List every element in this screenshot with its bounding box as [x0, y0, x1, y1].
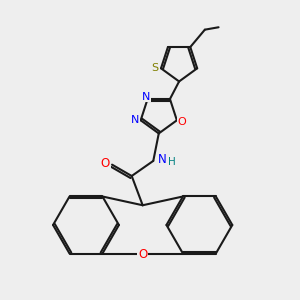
Text: S: S — [151, 63, 158, 73]
Text: O: O — [178, 117, 186, 127]
Text: N: N — [131, 115, 140, 125]
Text: O: O — [101, 158, 110, 170]
Text: O: O — [138, 248, 147, 261]
Text: N: N — [142, 92, 151, 102]
Text: N: N — [158, 153, 167, 166]
Text: H: H — [168, 157, 176, 167]
